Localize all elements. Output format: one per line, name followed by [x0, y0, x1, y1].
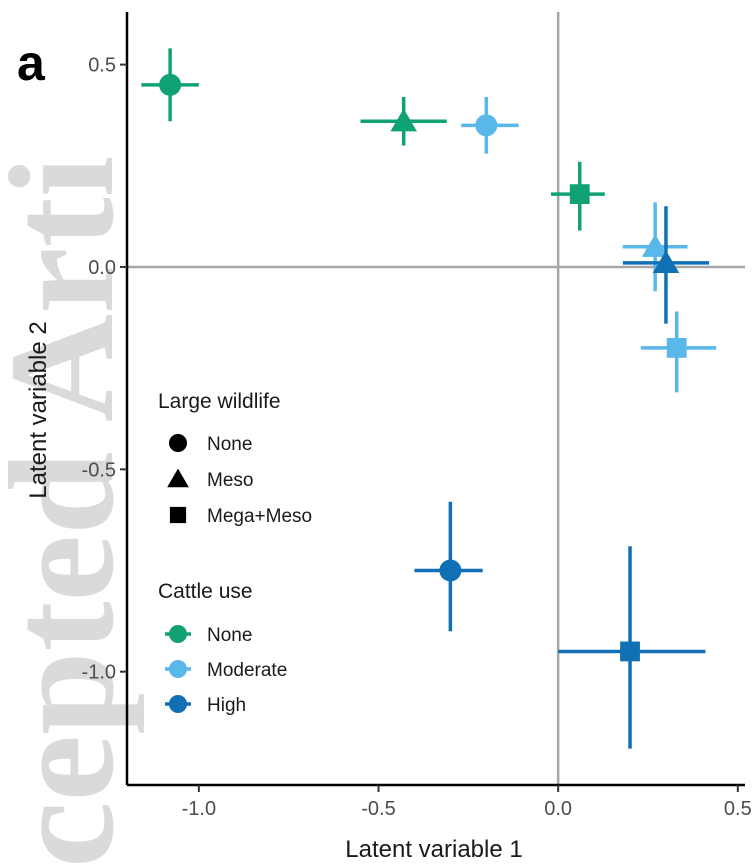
x-axis-ticks: -1.0 -0.5 0.0 0.5	[182, 785, 752, 820]
legend-label: Mega+Meso	[207, 506, 312, 527]
legend-key-dot	[169, 695, 187, 713]
legend-key-color	[165, 695, 191, 713]
data-point-group	[558, 546, 706, 749]
x-tick-label: 0.0	[544, 798, 572, 820]
legend-title-wildlife: Large wildlife	[158, 390, 281, 413]
legend-label: Moderate	[207, 660, 287, 681]
data-point-group	[461, 96, 519, 154]
watermark: cepted Arti	[0, 156, 145, 868]
y-tick-label: 0.0	[88, 257, 116, 279]
plot-area: -1.0 -0.5 0.0 0.5 0.5 0.0 -0.5 -1.0	[82, 12, 752, 820]
legend-key-color	[165, 625, 191, 643]
y-axis-title: Latent variable 2	[25, 321, 52, 498]
legend-key-square	[169, 506, 187, 524]
legend-key-dot	[169, 660, 187, 678]
legend-label: Meso	[207, 470, 253, 491]
legend-key-circle	[169, 434, 187, 452]
x-tick-label: 0.5	[724, 798, 752, 820]
legend-shape-items: None Meso Mega+Meso	[167, 434, 312, 527]
data-point-group	[550, 161, 605, 231]
data-point-group	[622, 206, 710, 324]
data-point-marker	[641, 234, 669, 257]
legend-color-items: None Moderate High	[165, 625, 287, 716]
data-point-marker	[666, 338, 687, 358]
reference-lines	[127, 12, 745, 785]
panel-label: a	[17, 35, 46, 91]
data-point-marker	[652, 250, 680, 274]
y-tick-label: -0.5	[82, 459, 116, 481]
axes	[125, 12, 745, 787]
x-tick-label: -0.5	[361, 798, 395, 820]
y-axis-ticks: 0.5 0.0 -0.5 -1.0	[82, 55, 127, 684]
data-point-group	[622, 202, 688, 292]
legend-title-cattle: Cattle use	[158, 580, 253, 603]
data-point-group	[141, 48, 199, 122]
legend-label: None	[207, 625, 252, 646]
data-point-marker	[620, 641, 640, 662]
data-point-marker	[439, 559, 462, 582]
data-point-group	[360, 96, 447, 146]
y-tick-label: -1.0	[82, 662, 116, 684]
y-tick-label: 0.5	[88, 55, 116, 77]
data-point-group	[414, 501, 483, 632]
legend-key-color	[165, 660, 191, 678]
data-point-marker	[475, 114, 498, 137]
legend-label: None	[207, 434, 252, 455]
legend-label: High	[207, 695, 246, 716]
x-axis-title: Latent variable 1	[345, 836, 522, 863]
legend-key-triangle	[167, 468, 189, 488]
legend: Large wildlife None Meso Mega+Meso Cattle …	[158, 390, 312, 716]
data-point-group	[640, 311, 717, 393]
data-point-marker	[569, 184, 590, 205]
data-point-marker	[390, 108, 417, 132]
x-tick-label: -1.0	[182, 798, 216, 820]
legend-key-dot	[169, 625, 187, 643]
data-points	[141, 48, 717, 749]
data-point-marker	[159, 73, 182, 96]
